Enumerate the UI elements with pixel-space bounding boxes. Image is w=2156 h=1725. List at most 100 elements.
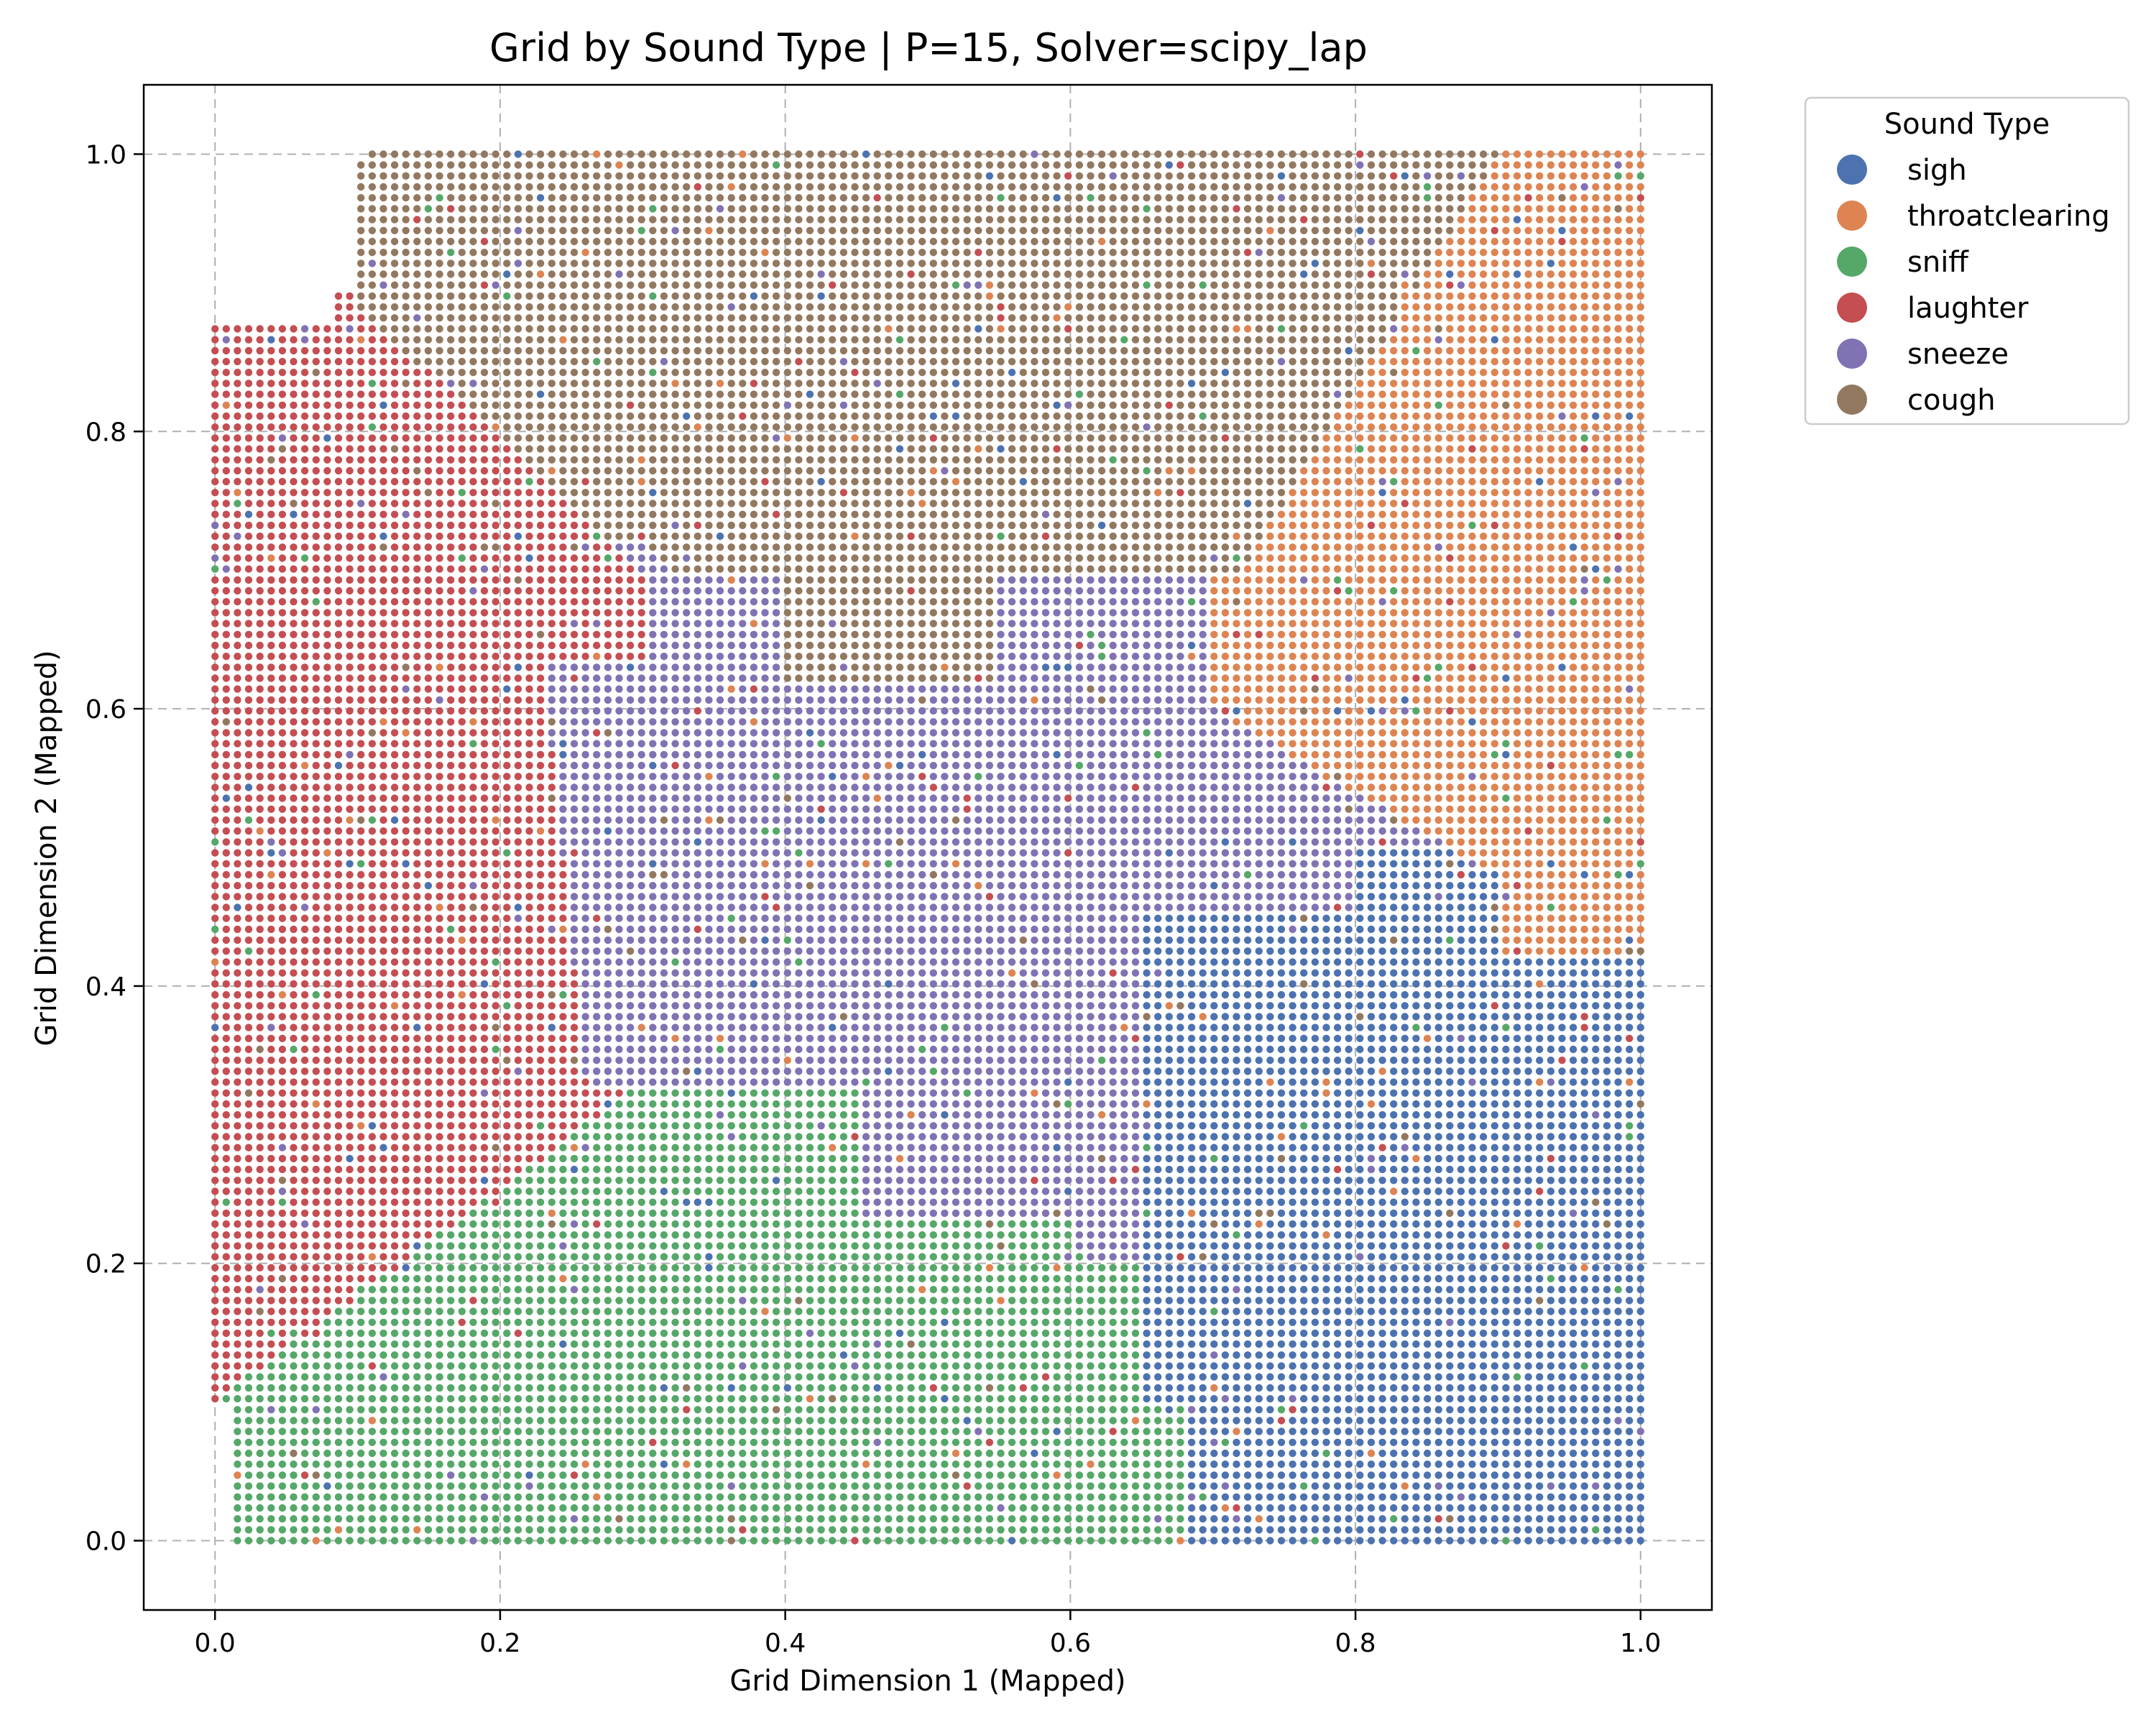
point-laughter (334, 750, 343, 759)
point-laughter (424, 586, 433, 595)
point-laughter (503, 489, 511, 497)
point-laughter (357, 1089, 365, 1098)
point-laughter (222, 412, 230, 420)
point-laughter (368, 1362, 377, 1370)
point-cough (480, 205, 489, 213)
point-laughter (368, 586, 377, 595)
point-sneeze (514, 1067, 522, 1075)
point-laughter (458, 783, 466, 791)
point-laughter (267, 423, 275, 431)
point-laughter (312, 936, 320, 944)
point-laughter (244, 882, 253, 890)
point-laughter (300, 1100, 309, 1108)
point-sneeze (570, 729, 579, 737)
point-sniff (525, 1394, 533, 1403)
point-laughter (559, 576, 567, 584)
point-sneeze (615, 914, 623, 922)
point-laughter (402, 783, 410, 791)
point-laughter (390, 543, 399, 551)
point-sneeze (660, 936, 668, 944)
point-sniff (492, 1493, 499, 1501)
point-laughter (357, 609, 365, 617)
point-sneeze (626, 1057, 635, 1064)
point-laughter (525, 489, 533, 497)
point-sniff (525, 1307, 533, 1315)
point-cough (514, 445, 522, 453)
point-sniff (503, 1220, 511, 1228)
point-laughter (211, 1187, 219, 1195)
point-laughter (346, 707, 354, 715)
point-cough (593, 205, 601, 213)
point-sneeze (570, 707, 579, 715)
point-laughter (469, 1154, 477, 1163)
point-sniff (436, 1231, 443, 1239)
point-laughter (300, 718, 309, 726)
point-sniff (256, 1537, 264, 1545)
point-sneeze (604, 718, 612, 726)
point-sniff (637, 1177, 645, 1184)
point-cough (368, 281, 377, 289)
point-laughter (436, 1165, 443, 1174)
point-laughter (300, 1274, 309, 1283)
point-sniff (548, 1253, 556, 1261)
point-laughter (458, 1024, 466, 1031)
point-laughter (458, 947, 466, 955)
point-sniff (559, 1449, 567, 1458)
point-cough (436, 216, 443, 224)
point-laughter (267, 969, 275, 977)
point-sniff (346, 1307, 354, 1315)
point-cough (581, 292, 589, 300)
point-sniff (626, 1515, 635, 1523)
point-laughter (300, 925, 309, 934)
point-laughter (256, 882, 264, 890)
point-laughter (234, 958, 241, 966)
point-sniff (559, 1329, 567, 1338)
point-laughter (402, 1154, 410, 1163)
point-laughter (290, 346, 298, 355)
point-sniff (559, 1493, 567, 1501)
point-laughter (222, 674, 230, 682)
point-laughter (402, 543, 410, 551)
point-laughter (290, 969, 298, 977)
point-laughter (357, 783, 365, 791)
point-laughter (503, 1154, 511, 1163)
point-laughter (570, 1100, 579, 1108)
point-sniff (334, 1482, 343, 1490)
point-sniff (424, 1253, 433, 1261)
point-laughter (312, 783, 320, 791)
point-laughter (290, 750, 298, 759)
point-sigh (660, 1384, 668, 1392)
point-sneeze (626, 882, 635, 890)
point-laughter (424, 466, 433, 475)
point-laughter (424, 521, 433, 530)
point-sniff (559, 1144, 567, 1151)
point-laughter (244, 1122, 253, 1130)
point-laughter (379, 925, 387, 934)
point-cough (525, 346, 533, 355)
point-sniff (559, 1351, 567, 1359)
point-laughter (514, 586, 522, 595)
point-sniff (593, 1427, 601, 1435)
point-laughter (593, 586, 601, 595)
point-sniff (604, 1449, 612, 1458)
point-sniff (447, 925, 455, 934)
point-laughter (290, 947, 298, 955)
point-laughter (503, 1013, 511, 1021)
point-cough (649, 314, 657, 322)
point-sniff (660, 1198, 668, 1206)
point-laughter (211, 1110, 219, 1119)
point-sneeze (379, 1373, 387, 1381)
point-laughter (548, 1067, 556, 1075)
point-sniff (413, 1482, 421, 1490)
point-laughter (503, 729, 511, 737)
point-laughter (548, 1100, 556, 1108)
point-sniff (660, 1515, 668, 1523)
point-laughter (447, 641, 455, 650)
point-cough (536, 423, 545, 431)
point-laughter (548, 750, 556, 759)
point-laughter (368, 489, 377, 497)
point-laughter (290, 827, 298, 835)
point-laughter (402, 576, 410, 584)
point-laughter (447, 947, 455, 955)
point-laughter (436, 1002, 443, 1010)
